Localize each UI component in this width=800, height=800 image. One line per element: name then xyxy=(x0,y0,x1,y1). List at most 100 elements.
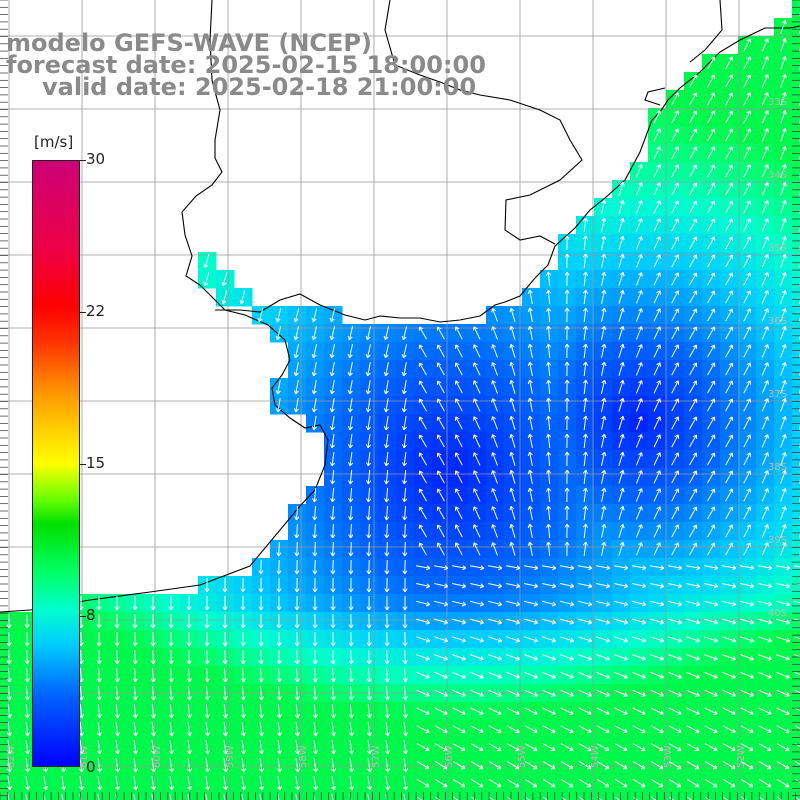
wind-cell xyxy=(792,162,800,181)
wind-arrow xyxy=(402,613,408,629)
wind-arrow xyxy=(582,253,588,269)
wind-arrow xyxy=(618,181,625,196)
wind-arrow xyxy=(348,703,354,719)
wind-arrow xyxy=(527,379,533,394)
wind-arrow xyxy=(635,452,643,466)
wind-cell xyxy=(792,576,800,595)
wind-arrow xyxy=(564,325,570,341)
wind-arrow xyxy=(689,236,698,250)
wind-arrow xyxy=(650,743,664,752)
wind-arrow xyxy=(383,416,389,431)
wind-arrow xyxy=(470,725,484,734)
wind-arrow xyxy=(204,613,210,629)
wind-arrow xyxy=(366,740,373,755)
wind-arrow xyxy=(293,380,299,395)
wind-arrow xyxy=(187,776,193,791)
wind-cell xyxy=(792,36,800,55)
wind-arrow xyxy=(133,794,136,800)
wind-arrow xyxy=(689,110,698,124)
wind-arrow xyxy=(114,596,120,611)
wind-arrow xyxy=(329,434,335,449)
wind-cell xyxy=(522,792,541,800)
wind-arrow xyxy=(560,671,574,679)
wind-arrow xyxy=(776,760,790,770)
wind-arrow xyxy=(150,649,156,665)
wind-arrow xyxy=(506,565,521,571)
wind-arrow xyxy=(329,452,336,467)
wind-arrow xyxy=(758,671,772,679)
wind-arrow xyxy=(168,631,174,647)
wind-arrow xyxy=(761,128,769,142)
wind-arrow xyxy=(614,600,629,607)
wind-arrow xyxy=(7,776,13,791)
wind-arrow xyxy=(635,398,643,412)
wind-arrow xyxy=(276,559,282,575)
wind-arrow xyxy=(689,164,698,178)
wind-arrow xyxy=(653,470,661,484)
wind-arrow xyxy=(96,596,102,611)
wind-arrow xyxy=(743,38,752,52)
wind-arrow xyxy=(276,613,282,629)
wind-arrow xyxy=(671,524,680,538)
wind-arrow xyxy=(653,200,661,214)
wind-arrow xyxy=(546,433,552,449)
wind-arrow xyxy=(618,541,625,556)
wind-arrow xyxy=(725,254,734,268)
wind-arrow xyxy=(707,344,716,358)
wind-cell xyxy=(774,792,793,800)
wind-arrow xyxy=(596,671,610,679)
wind-arrow xyxy=(330,469,336,485)
wind-arrow xyxy=(203,272,210,287)
wind-arrow xyxy=(488,583,503,589)
wind-arrow xyxy=(383,380,389,395)
wind-arrow xyxy=(384,469,390,485)
wind-arrow xyxy=(6,631,12,647)
wind-arrow xyxy=(601,253,607,268)
wind-arrow xyxy=(776,654,790,661)
wind-arrow xyxy=(96,703,102,719)
wind-arrow xyxy=(311,398,317,413)
wind-arrow xyxy=(348,667,354,683)
wind-arrow xyxy=(294,740,301,755)
wind-arrow xyxy=(240,631,246,647)
wind-arrow xyxy=(204,631,210,647)
wind-arrow xyxy=(601,199,607,214)
wind-arrow xyxy=(780,542,787,556)
wind-arrow xyxy=(671,290,680,304)
wind-arrow xyxy=(204,596,210,611)
wind-arrow xyxy=(780,128,787,142)
wind-arrow xyxy=(722,743,736,752)
wind-arrow xyxy=(506,796,513,800)
wind-arrow xyxy=(330,631,336,647)
wind-arrow xyxy=(24,685,30,701)
wind-arrow xyxy=(671,506,680,520)
wind-arrow xyxy=(239,290,246,305)
wind-arrow xyxy=(329,344,335,359)
wind-arrow xyxy=(686,725,700,734)
wind-arrow xyxy=(491,524,498,538)
wind-arrow xyxy=(24,721,30,737)
wind-arrow xyxy=(331,776,337,791)
wind-cell xyxy=(162,792,181,800)
wind-arrow xyxy=(6,721,12,737)
wind-arrow xyxy=(689,326,698,340)
wind-cell xyxy=(792,288,800,307)
wind-arrow xyxy=(560,654,574,661)
wind-arrow xyxy=(618,469,625,484)
wind-arrow xyxy=(223,794,226,800)
wind-arrow xyxy=(601,271,607,286)
wind-arrow xyxy=(488,600,503,607)
wind-arrow xyxy=(527,505,533,520)
wind-arrow xyxy=(205,758,211,773)
wind-arrow xyxy=(725,236,734,250)
wind-arrow xyxy=(650,671,664,679)
wind-arrow xyxy=(524,778,538,788)
wind-arrow xyxy=(542,778,556,788)
wind-arrow xyxy=(403,794,406,800)
wind-arrow xyxy=(740,760,754,770)
wind-arrow xyxy=(295,758,301,773)
wind-arrow xyxy=(542,760,556,770)
wind-arrow xyxy=(614,671,628,679)
wind-arrow xyxy=(258,577,264,593)
wind-arrow xyxy=(222,649,228,665)
